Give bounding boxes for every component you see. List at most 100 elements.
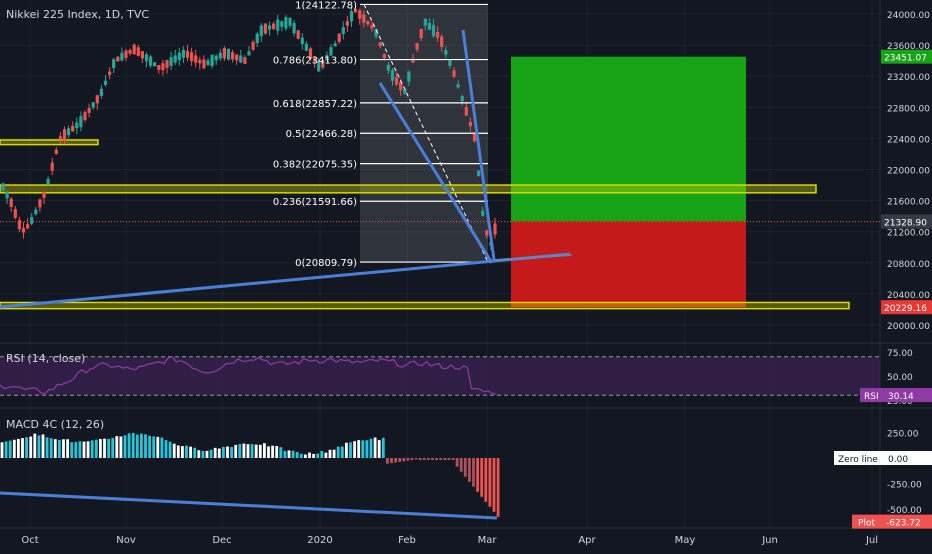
macd-bar [295,452,299,458]
candle-body [132,44,136,55]
candle-body [460,96,464,102]
y-tick-label: 24000.00 [887,11,930,21]
candle-body [202,59,206,69]
macd-bar [111,437,115,458]
candle-body [50,162,54,171]
macd-bar [86,441,90,458]
macd-bar [439,458,443,461]
macd-bar [459,458,463,472]
fib-level-label: 0.786(23413.80) [273,56,357,67]
macd-bar [275,446,279,458]
trend-line [0,252,571,309]
x-tick-label: Jul [865,535,878,546]
macd-tick-label: 250.00 [887,430,919,440]
macd-bar [226,446,229,458]
macd-bar [176,445,180,458]
macd-bar [217,448,221,458]
trend-line [378,82,494,264]
candle-body [198,59,202,64]
macd-bar [373,437,377,458]
rsi-line [0,355,497,395]
macd-bar [156,436,160,458]
macd-bar [381,437,385,458]
macd-bar [271,445,274,458]
candle-body [403,89,407,94]
support-resistance-zone [0,184,817,194]
x-tick-label: Feb [398,535,416,546]
macd-bar [328,449,332,458]
fib-trend-line [363,4,489,263]
macd-bar [418,458,422,461]
candle-body [120,52,124,61]
macd-bar [316,453,320,458]
rsi-value-box [860,388,932,403]
macd-bar [291,450,295,458]
macd-bar [361,440,365,458]
candle-body [263,23,267,34]
macd-bar [427,458,430,461]
candle-body [333,43,337,47]
macd-bar [152,436,156,458]
candle-body [222,48,226,59]
macd-bar [160,437,164,458]
macd-bar [135,434,139,458]
y-tick-label: 20800.00 [887,260,930,270]
macd-bar [29,436,33,458]
candle-body [317,61,321,72]
candle-body [26,224,30,229]
macd-bar [119,436,123,458]
candle-body [313,58,317,62]
macd-bar [304,454,307,458]
candle-body [91,102,95,108]
macd-histogram [0,432,500,517]
candle-body [140,51,144,59]
candle-body [95,95,99,104]
candle-body [337,33,341,42]
macd-bar [386,458,389,464]
candle-body [407,71,411,82]
candle-body [46,179,50,185]
macd-bar [37,435,41,458]
macd-bar [209,449,213,458]
fib-level-label: 0(20809.79) [295,258,357,269]
rsi-band [0,356,880,396]
macd-bar [357,440,361,458]
candle-body [34,209,38,215]
candle-body [440,36,444,47]
candle-body [485,230,489,236]
macd-bar [369,438,373,458]
candle-body [67,128,71,136]
price-label: 20229.16 [884,304,927,314]
macd-bar [131,432,135,458]
macd-bar [324,452,328,458]
candle-body [366,21,370,25]
macd-bar [287,450,291,458]
candles [1,5,497,250]
macd-bar [312,453,315,458]
macd-bar [90,440,94,458]
candle-body [38,199,42,208]
macd-bar [365,440,369,458]
rsi-tick-label: 75.00 [887,349,913,359]
macd-bar [74,442,78,458]
macd-bar [320,450,324,458]
x-tick-label: 2020 [307,535,332,546]
candle-body [108,71,112,75]
macd-bar [390,458,393,464]
macd-bar [78,441,82,458]
macd-bar [480,458,484,497]
macd-bar [492,458,496,512]
macd-bar [349,442,352,458]
macd-bar [422,458,426,461]
macd-bar [234,444,238,458]
candle-body [75,122,79,129]
macd-bar [402,458,406,462]
price-label-box [881,300,932,315]
macd-bar [58,439,61,458]
candle-body [436,31,440,38]
candle-body [194,55,198,63]
candle-body [5,191,9,199]
candle-body [116,56,120,62]
